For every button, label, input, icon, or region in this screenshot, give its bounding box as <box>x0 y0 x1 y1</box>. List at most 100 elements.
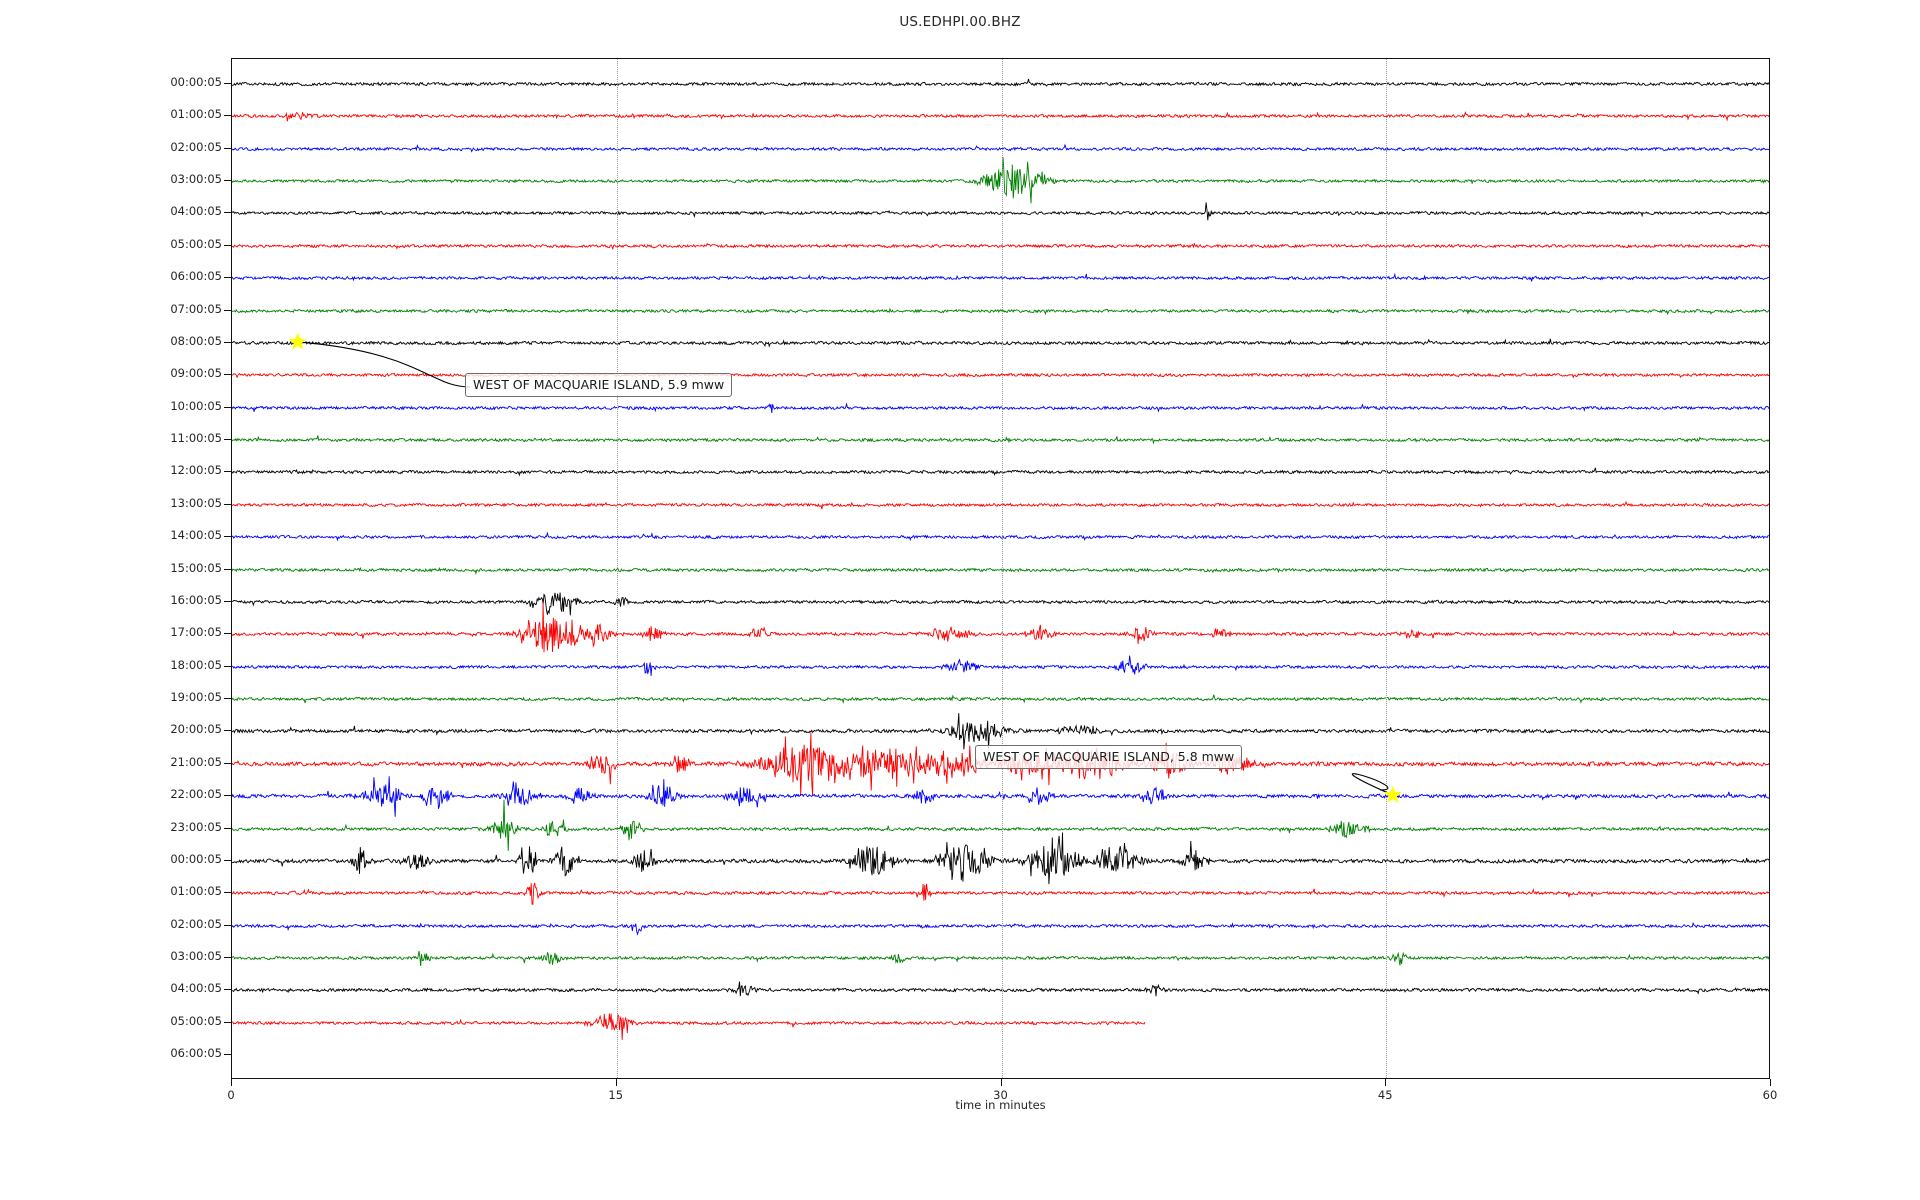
y-axis-tick-label: 19:00:05 <box>170 690 222 705</box>
y-axis-tick-label: 17:00:05 <box>170 625 222 640</box>
waveform-trace <box>232 799 1769 851</box>
waveform-trace <box>232 273 1769 282</box>
y-axis-tick <box>224 924 231 926</box>
waveform-trace <box>232 500 1769 510</box>
y-axis-tick-label: 06:00:05 <box>170 269 222 284</box>
waveform-trace <box>232 242 1769 250</box>
waveform-trace <box>232 882 1769 905</box>
x-axis-tick <box>615 1079 617 1086</box>
waveform-trace <box>232 694 1769 705</box>
y-axis-tick <box>224 762 231 764</box>
y-axis-tick <box>224 503 231 505</box>
y-axis-tick-label: 12:00:05 <box>170 463 222 478</box>
y-axis-tick-label: 01:00:05 <box>170 107 222 122</box>
y-axis-tick <box>224 536 231 538</box>
plot-canvas <box>232 59 1769 1078</box>
x-axis-tick-label: 30 <box>993 1088 1008 1102</box>
waveform-trace <box>232 655 1769 676</box>
event-annotation-label[interactable]: WEST OF MACQUARIE ISLAND, 5.8 mww <box>975 745 1243 769</box>
x-axis-tick-label: 45 <box>1377 1088 1393 1102</box>
y-axis-tick-label: 15:00:05 <box>170 560 222 575</box>
y-axis-tick <box>224 83 231 84</box>
y-axis-tick <box>224 795 231 797</box>
waveform-trace <box>232 981 1769 997</box>
vertical-gridline <box>1001 59 1003 1078</box>
waveform-trace <box>232 592 1769 616</box>
y-axis-tick <box>224 730 231 732</box>
x-axis-tick <box>1770 1079 1771 1086</box>
y-axis-tick-label: 18:00:05 <box>170 657 222 672</box>
y-axis-tick-label: 04:00:05 <box>170 981 222 996</box>
y-axis-tick-label: 00:00:05 <box>170 851 222 866</box>
x-axis-tick-label: 0 <box>227 1088 235 1102</box>
x-axis-tick-label: 60 <box>1762 1088 1778 1102</box>
waveform-trace <box>232 602 1769 653</box>
y-axis-tick <box>224 374 231 376</box>
event-annotation-label[interactable]: WEST OF MACQUARIE ISLAND, 5.9 mww <box>465 373 733 397</box>
y-axis-tick <box>224 989 231 991</box>
y-axis-tick-label: 23:00:05 <box>170 819 222 834</box>
waveform-trace <box>232 78 1769 87</box>
y-axis-tick <box>224 859 231 861</box>
y-axis-tick <box>224 309 231 311</box>
y-axis-tick <box>224 665 231 667</box>
waveform-trace <box>232 921 1769 936</box>
y-axis-tick-label: 05:00:05 <box>170 236 222 251</box>
y-axis-tick <box>224 827 231 829</box>
waveform-trace <box>232 143 1769 153</box>
waveform-trace <box>232 307 1769 315</box>
waveform-trace <box>232 111 1769 122</box>
y-axis-tick-label: 07:00:05 <box>170 301 222 316</box>
waveform-trace <box>232 468 1769 478</box>
y-axis-tick-label: 09:00:05 <box>170 366 222 381</box>
y-axis-tick <box>224 956 231 958</box>
y-axis-tick-label: 16:00:05 <box>170 592 222 607</box>
plot-axes-frame <box>231 58 1770 1079</box>
y-axis-tick-label: 22:00:05 <box>170 787 222 802</box>
y-axis-tick-label: 10:00:05 <box>170 398 222 413</box>
waveform-trace <box>232 435 1769 445</box>
page-title: US.EDHPI.00.BHZ <box>899 14 1021 30</box>
waveform-trace <box>232 832 1769 885</box>
x-axis-label: time in minutes <box>955 1098 1046 1112</box>
waveform-trace <box>232 338 1769 348</box>
y-axis-tick-label: 21:00:05 <box>170 754 222 769</box>
y-axis-tick <box>224 471 231 473</box>
y-axis-tick-label: 11:00:05 <box>170 431 222 446</box>
x-axis-tick <box>1385 1079 1387 1086</box>
y-axis-tick-label: 20:00:05 <box>170 722 222 737</box>
y-axis-tick <box>224 698 231 700</box>
y-axis-tick-label: 00:00:05 <box>170 75 222 89</box>
y-axis-tick-label: 02:00:05 <box>170 916 222 931</box>
y-axis-tick <box>224 147 231 149</box>
y-axis-tick-label: 03:00:05 <box>170 172 222 187</box>
y-axis-tick-label: 08:00:05 <box>170 333 222 348</box>
y-axis-tick <box>224 244 231 246</box>
waveform-trace <box>232 156 1769 204</box>
y-axis-tick <box>224 341 231 343</box>
y-axis-tick <box>224 568 231 570</box>
y-axis-tick <box>224 180 231 182</box>
y-axis-tick-label: 03:00:05 <box>170 948 222 963</box>
x-axis-tick-label: 15 <box>608 1088 624 1102</box>
waveform-trace <box>232 401 1769 413</box>
y-axis-tick-label: 13:00:05 <box>170 495 222 510</box>
vertical-gridline <box>616 59 618 1078</box>
waveform-trace <box>232 1013 1146 1040</box>
waveform-trace <box>232 531 1769 542</box>
y-axis-tick <box>224 1054 231 1056</box>
y-axis-tick <box>224 1021 231 1023</box>
y-axis-tick-label: 05:00:05 <box>170 1013 222 1028</box>
y-axis-tick <box>224 115 231 117</box>
x-axis-tick <box>231 1079 232 1086</box>
waveform-trace <box>232 776 1769 817</box>
y-axis-tick-label: 04:00:05 <box>170 204 222 219</box>
waveform-trace <box>232 202 1769 221</box>
y-axis-tick-label: 14:00:05 <box>170 528 222 543</box>
y-axis-tick <box>224 633 231 635</box>
y-axis-tick <box>224 439 231 441</box>
y-axis-tick <box>224 277 231 279</box>
y-axis-tick <box>224 212 231 214</box>
y-axis-tick-label: 02:00:05 <box>170 139 222 154</box>
